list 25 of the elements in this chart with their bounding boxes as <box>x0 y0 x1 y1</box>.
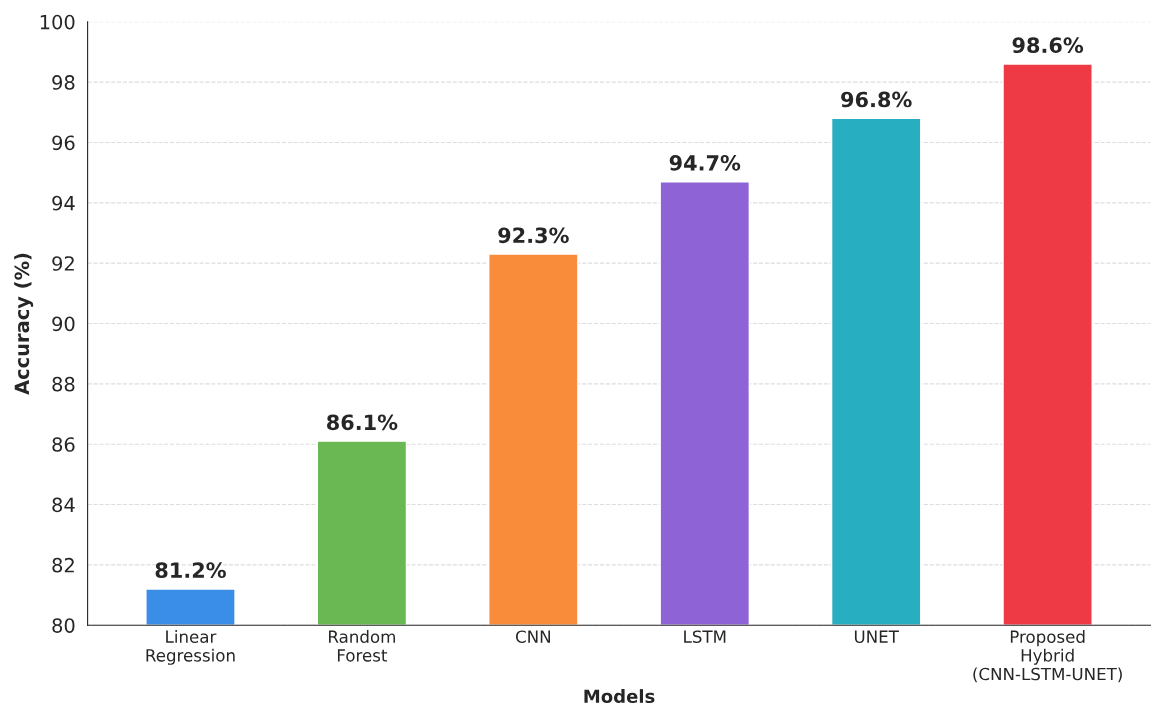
data-label: 96.8% <box>841 91 912 108</box>
y-tick-label: 92 <box>52 256 74 271</box>
data-label: 92.3% <box>498 227 569 244</box>
x-tick-label: CNN <box>515 630 550 643</box>
y-tick-label: 100 <box>40 14 75 30</box>
x-tick-label: Linear Regression <box>146 630 235 665</box>
y-tick-label: 84 <box>52 497 75 513</box>
y-axis-title: Accuracy (%) <box>14 253 34 395</box>
data-label: 81.2% <box>155 562 226 579</box>
y-tick-label: 82 <box>52 557 74 573</box>
data-label: 98.6% <box>1012 37 1084 54</box>
x-axis-title: Models <box>584 689 655 704</box>
y-tick-label: 98 <box>52 75 75 90</box>
data-label: 86.1% <box>327 414 398 431</box>
x-tick-label: Proposed Hybrid (CNN-LSTM-UNET) <box>973 630 1122 683</box>
y-tick-label: 90 <box>52 316 75 332</box>
y-tick-label: 94 <box>52 195 75 211</box>
x-tick-label: UNET <box>854 630 899 643</box>
x-tick-label: LSTM <box>684 630 726 643</box>
y-tick-label: 88 <box>52 376 75 392</box>
x-tick-label: Random Forest <box>329 630 395 662</box>
y-tick-label: 96 <box>52 135 75 151</box>
y-tick-label: 80 <box>52 618 75 633</box>
y-tick-label: 86 <box>52 437 75 452</box>
data-label: 94.7% <box>669 154 741 171</box>
